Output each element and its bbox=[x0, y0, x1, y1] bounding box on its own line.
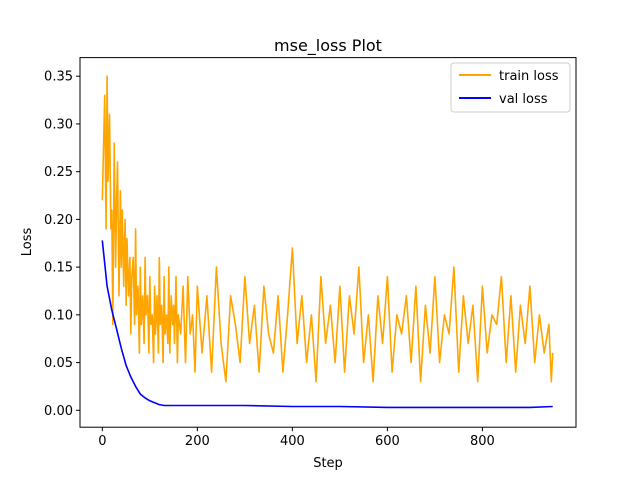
y-tick-label: 0.10 bbox=[44, 308, 73, 323]
legend-label-val: val loss bbox=[499, 92, 548, 107]
x-axis: 0 200 400 600 800 bbox=[98, 427, 495, 449]
x-tick-label: 600 bbox=[375, 434, 400, 449]
y-tick-label: 0.05 bbox=[44, 356, 73, 371]
legend: train loss val loss bbox=[450, 62, 571, 113]
y-axis: 0.00 0.05 0.10 0.15 0.20 0.25 0.30 0.35 bbox=[44, 70, 80, 419]
y-tick-label: 0.15 bbox=[44, 261, 73, 276]
x-tick-label: 800 bbox=[470, 434, 495, 449]
y-tick-label: 0.35 bbox=[44, 70, 73, 85]
y-tick-label: 0.00 bbox=[44, 404, 73, 419]
x-tick-label: 400 bbox=[280, 434, 305, 449]
series-line-1 bbox=[101, 240, 553, 409]
legend-label-train: train loss bbox=[499, 69, 559, 84]
y-tick-label: 0.30 bbox=[44, 117, 73, 132]
chart-title: mse_loss Plot bbox=[274, 36, 382, 56]
axes-frame bbox=[79, 57, 577, 428]
x-tick-label: 0 bbox=[98, 434, 106, 449]
x-axis-label: Step bbox=[313, 456, 343, 471]
y-tick-label: 0.20 bbox=[44, 213, 73, 228]
x-tick-label: 200 bbox=[185, 434, 210, 449]
series-line-0 bbox=[101, 75, 554, 383]
y-axis-label: Loss bbox=[20, 228, 35, 257]
y-tick-label: 0.25 bbox=[44, 165, 73, 180]
plot-area bbox=[79, 57, 577, 428]
